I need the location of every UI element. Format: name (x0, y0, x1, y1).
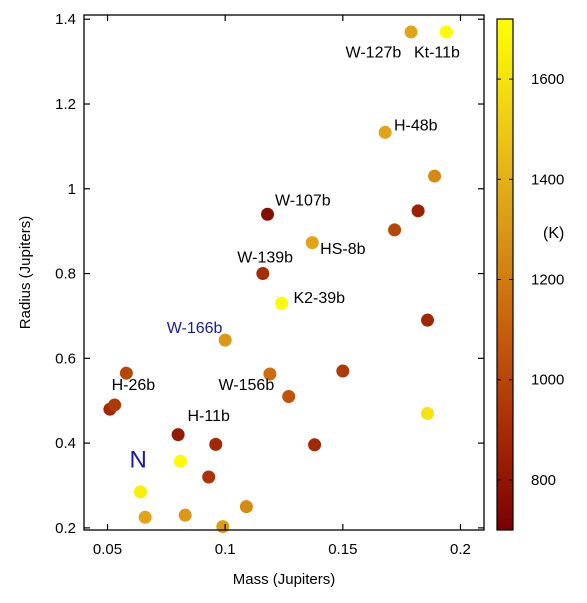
data-point (108, 398, 122, 412)
data-point (282, 389, 296, 403)
data-point (263, 367, 277, 381)
data-point (261, 207, 275, 221)
x-axis-label: Mass (Jupiters) (233, 571, 336, 588)
data-point (178, 508, 192, 522)
y-tick-label: 1 (68, 181, 76, 198)
axes: 0.05 0.1 0.15 0.2 0.2 0.4 0.6 0.8 1 1.2 1.4 (55, 11, 484, 558)
colorbar-tick-label: 1400 (531, 171, 564, 188)
data-point (256, 267, 270, 281)
data-point (218, 333, 232, 347)
colorbar-tick-label: 1600 (531, 71, 564, 88)
point-annotation: W-107b (275, 193, 331, 210)
data-point (216, 520, 230, 534)
data-point (305, 236, 319, 250)
y-tick-label: 0.4 (55, 435, 76, 452)
data-point (133, 485, 147, 499)
data-point (119, 366, 133, 380)
point-annotation: K2-39b (293, 290, 345, 307)
colorbar: 800 1000 1200 1400 1600 (K) (496, 18, 564, 531)
data-point (428, 169, 442, 183)
y-tick-label: 0.6 (55, 350, 76, 367)
data-point (411, 204, 425, 218)
point-annotation: H-11b (188, 408, 230, 425)
data-point (239, 500, 253, 514)
data-point (308, 438, 322, 452)
y-tick-label: 0.8 (55, 266, 76, 283)
data-point (404, 25, 418, 39)
x-tick-label: 0.2 (450, 541, 471, 558)
data-point (421, 406, 435, 420)
point-annotation: H-48b (394, 118, 438, 135)
data-point (439, 25, 453, 39)
plot-frame (83, 14, 485, 531)
y-tick-label: 1.4 (55, 11, 76, 28)
data-point (173, 454, 187, 468)
x-tick-label: 0.15 (328, 541, 357, 558)
point-annotation: HS-8b (320, 241, 365, 258)
colorbar-unit-label: (K) (543, 225, 564, 242)
data-point (275, 296, 289, 310)
data-point (138, 510, 152, 524)
data-point (388, 223, 402, 237)
colorbar-gradient (496, 18, 514, 531)
data-point (421, 313, 435, 327)
data-point (202, 470, 216, 484)
x-tick-label: 0.05 (93, 541, 122, 558)
data-point (171, 428, 185, 442)
plot-marks (103, 25, 453, 534)
x-tick-label: 0.1 (215, 541, 236, 558)
point-annotation: N (129, 447, 146, 474)
data-point (209, 437, 223, 451)
colorbar-tick-label: 800 (531, 472, 556, 489)
point-annotation: Kt-11b (414, 44, 460, 61)
data-point (378, 125, 392, 139)
point-annotation: H-26b (112, 377, 156, 394)
data-point (336, 364, 350, 378)
point-annotation: W-127b (346, 44, 402, 61)
point-annotation: W-156b (218, 377, 274, 394)
y-tick-label: 0.2 (55, 520, 76, 537)
point-annotation: W-139b (237, 250, 293, 267)
point-annotation: W-166b (167, 320, 223, 337)
y-axis-label: Radius (Jupiters) (17, 216, 34, 329)
colorbar-tick-label: 1200 (531, 272, 564, 289)
colorbar-tick-label: 1000 (531, 372, 564, 389)
y-tick-label: 1.2 (55, 96, 76, 113)
annotations: W-127b Kt-11b H-48b W-107b HS-8b W-139b K2-39b… (112, 44, 460, 473)
